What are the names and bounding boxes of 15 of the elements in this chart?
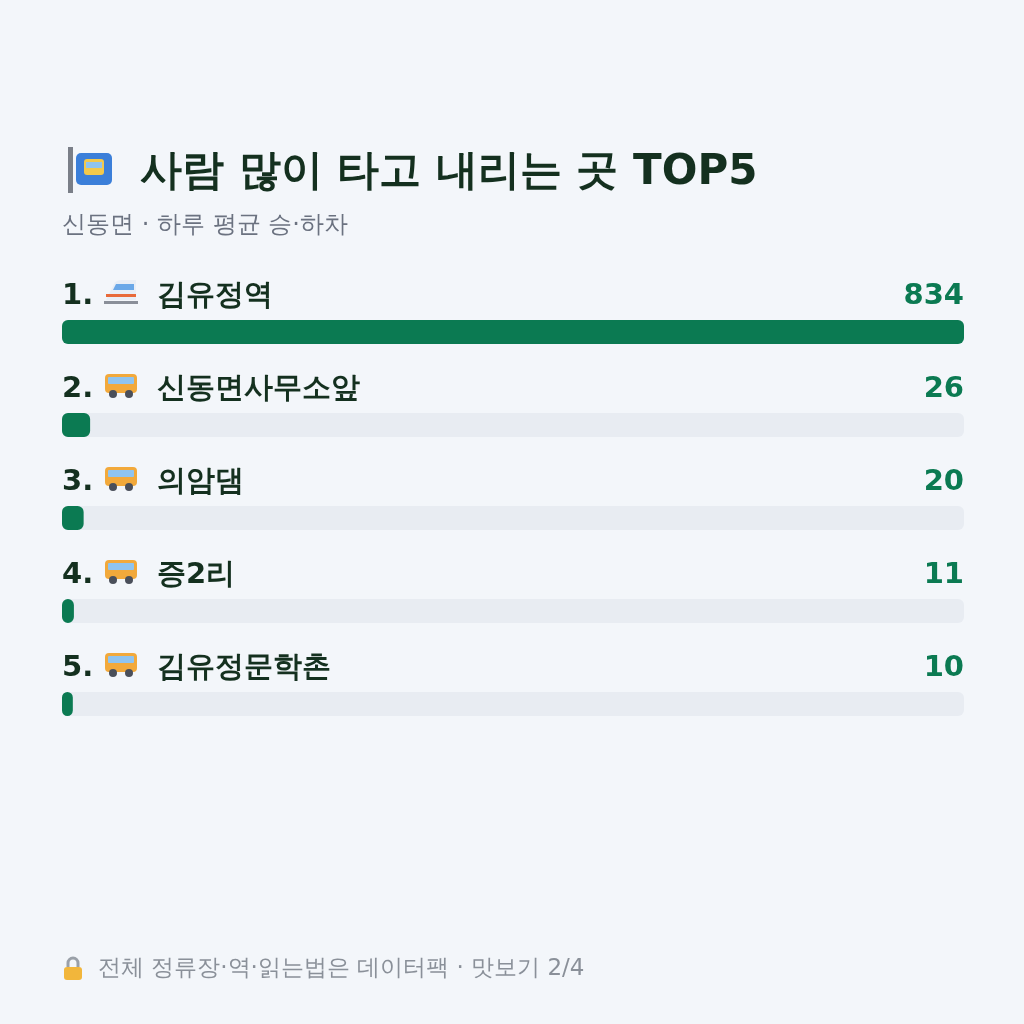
category-label: 4. 증2리 [62, 556, 236, 590]
category-label: 3. 의암댐 [62, 463, 244, 497]
data-label: 11 [923, 556, 964, 590]
data-label: 26 [923, 370, 964, 404]
bar [62, 413, 91, 437]
data-label: 10 [923, 649, 964, 683]
category-label: 1. 김유정역 [62, 277, 273, 311]
category-label: 2. 신동면사무소앞 [62, 370, 360, 404]
chart-subtitle: 신동면 · 하루 평균 승·하차 [62, 209, 348, 240]
text: 전체 정류장·역·읽는법은 데이터팩 · 맛보기 2/4 [98, 953, 585, 982]
data-label: 20 [923, 463, 964, 497]
category-label: 5. 김유정문학촌 [62, 649, 331, 683]
bar [62, 506, 84, 530]
data-label: 834 [903, 277, 964, 311]
chart-title: 사람 많이 타고 내리는 곳 TOP5 [140, 144, 758, 196]
